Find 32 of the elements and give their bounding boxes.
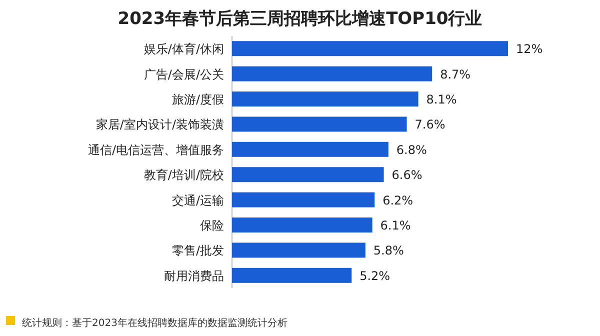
data-label: 8.7% xyxy=(440,67,471,82)
y-tick-label: 保险 xyxy=(200,218,224,232)
bar xyxy=(232,92,418,106)
bar xyxy=(232,66,432,82)
data-label: 6.2% xyxy=(382,193,414,208)
bar xyxy=(232,268,352,283)
chart-title: 2023年春节后第三周招聘环比增速TOP10行业 xyxy=(118,9,482,29)
data-label: 6.1% xyxy=(380,218,411,232)
y-tick-label: 耐用消费品 xyxy=(164,268,224,283)
data-label: 12% xyxy=(516,42,543,56)
bar xyxy=(232,142,388,157)
y-tick-label: 通信/电信运营、增值服务 xyxy=(88,142,224,157)
y-tick-label: 娱乐/体育/休闲 xyxy=(144,42,224,56)
y-tick-label: 交通/运输 xyxy=(172,193,224,208)
data-label: 7.6% xyxy=(414,118,446,132)
bar xyxy=(232,242,366,258)
data-label: 6.6% xyxy=(392,168,422,182)
y-tick-label: 广告/会展/公关 xyxy=(144,67,224,82)
y-tick-label: 教育/培训/院校 xyxy=(144,168,224,182)
y-tick-label: 旅游/度假 xyxy=(172,92,224,106)
y-tick-label: 零售/批发 xyxy=(172,244,224,258)
data-label: 8.1% xyxy=(426,92,457,106)
bar xyxy=(232,116,407,132)
bar xyxy=(232,41,508,56)
data-label: 6.8% xyxy=(396,142,427,157)
data-label: 5.2% xyxy=(360,268,390,283)
bar xyxy=(232,192,375,208)
text: 统计规则：基于2023年在线招聘数据库的数据监测统计分析 xyxy=(22,317,288,329)
y-tick-label: 家居/室内设计/装饰装潢 xyxy=(96,118,224,132)
bar xyxy=(232,167,384,182)
bar xyxy=(232,218,372,232)
data-label: 5.8% xyxy=(373,244,404,258)
